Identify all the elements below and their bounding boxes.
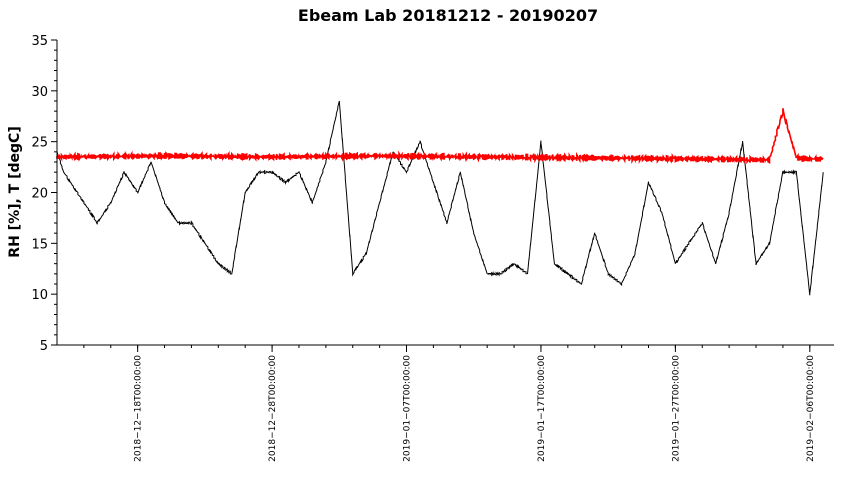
x-tick-label: 2019−01−27T00:00:00: [671, 355, 681, 462]
y-tick-label: 20: [31, 187, 48, 202]
y-tick-label: 15: [31, 237, 48, 252]
y-axis-label: RH [%], T [degC]: [7, 126, 23, 257]
plot-area: 5 10 15 20 25 30 35 2018−12−18T00:00:00 2018−12−…: [31, 34, 834, 462]
y-tick-label: 5: [40, 339, 48, 354]
x-tick-label: 2018−12−18T00:00:00: [134, 355, 144, 462]
y-tick-label: 10: [31, 288, 48, 303]
axes-layer: 5 10 15 20 25 30 35 2018−12−18T00:00:00 2018−12−…: [31, 34, 834, 462]
series-line-1: [56, 108, 824, 165]
y-tick-label: 30: [31, 85, 48, 100]
x-tick-label: 2019−01−17T00:00:00: [537, 355, 547, 462]
chart-title: Ebeam Lab 20181212 - 20190207: [298, 6, 598, 25]
y-tick-label: 35: [31, 34, 48, 49]
series-layer: [56, 100, 824, 296]
series-line-0: [56, 100, 824, 296]
x-tick-label: 2019−01−07T00:00:00: [403, 355, 413, 462]
x-tick-label: 2018−12−28T00:00:00: [268, 355, 278, 462]
y-tick-label: 25: [31, 136, 48, 151]
x-tick-label: 2019−02−06T00:00:00: [806, 355, 816, 462]
